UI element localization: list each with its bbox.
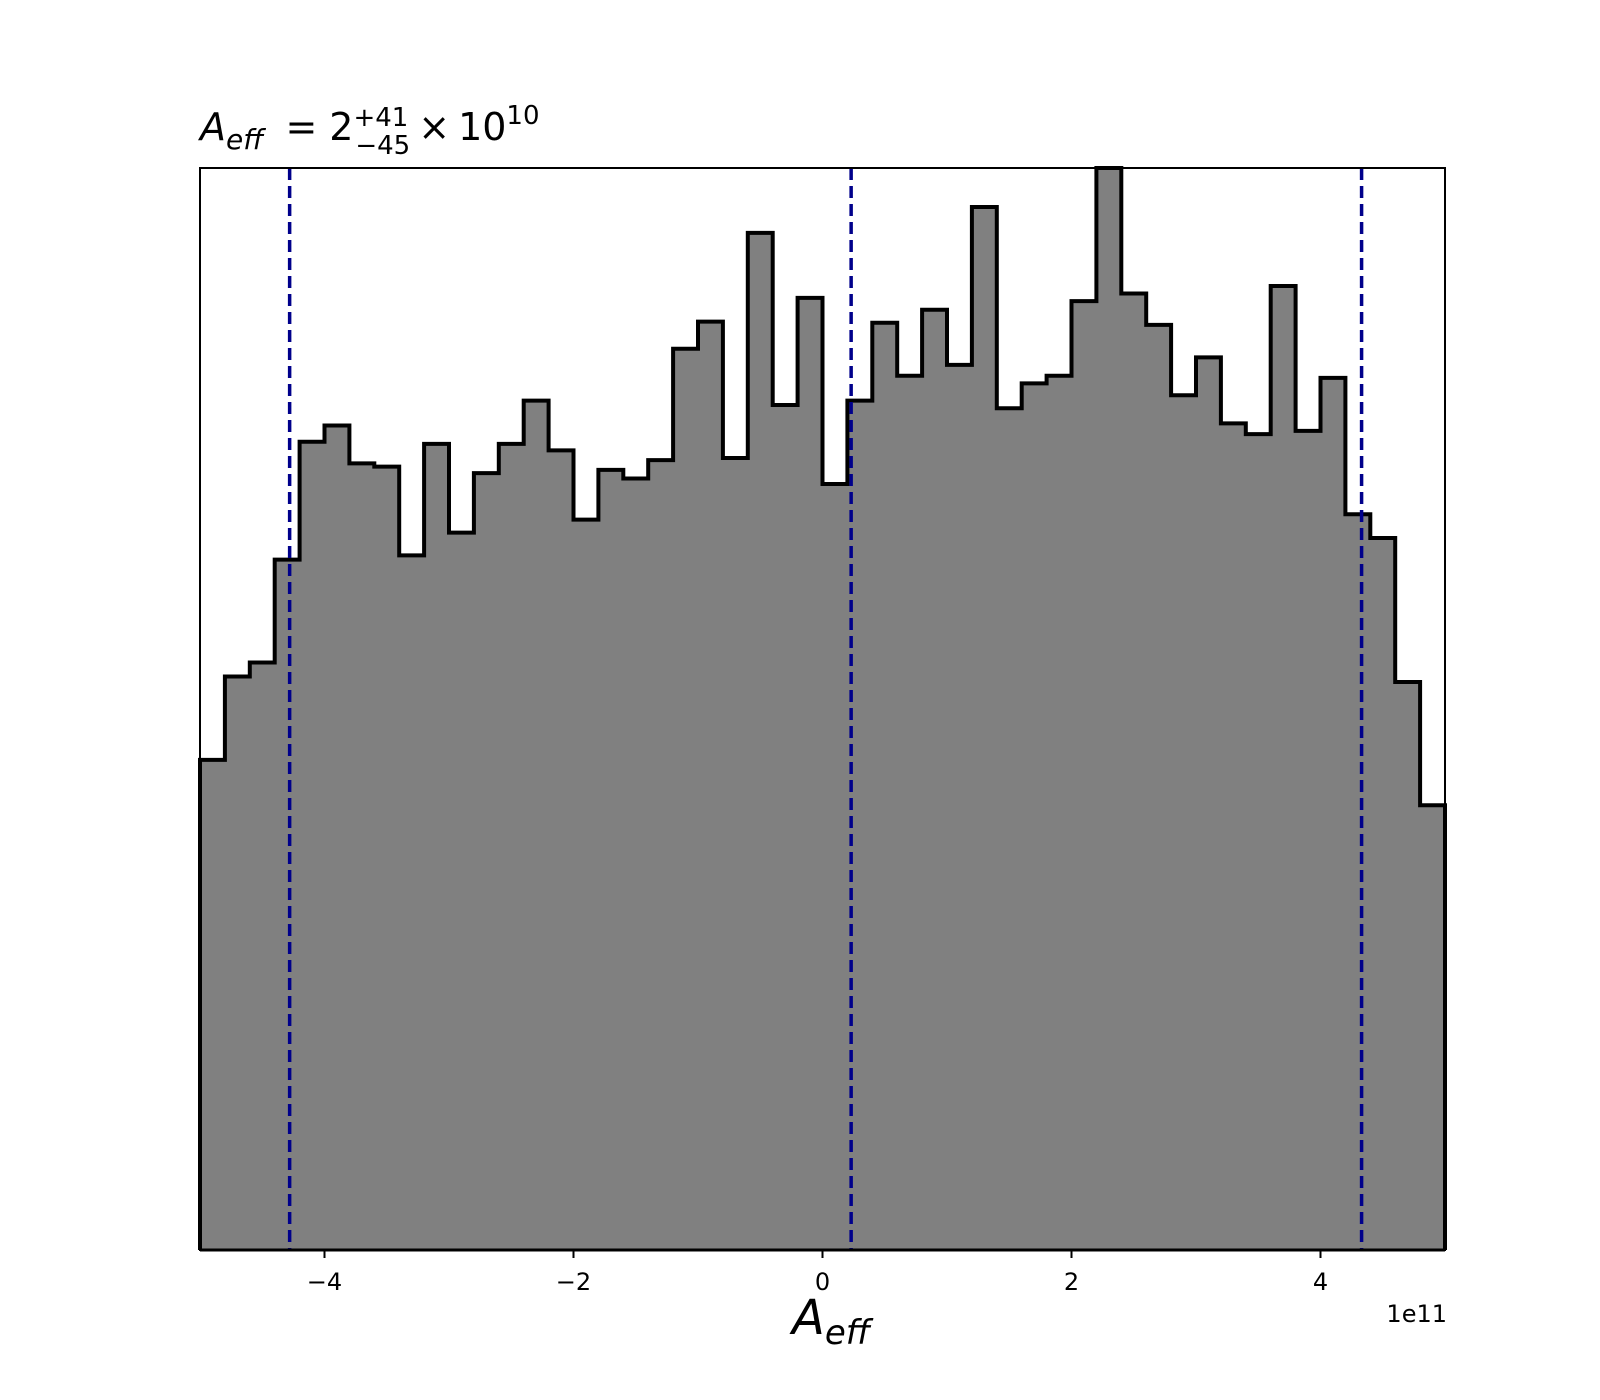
- histogram-bar: [324, 425, 350, 1250]
- title-symbol: A: [197, 105, 226, 149]
- x-tick-label: −2: [556, 1268, 591, 1296]
- plot-area: −4 −2 0 2 4: [198, 166, 1447, 1296]
- histogram-bar: [797, 297, 824, 1251]
- histogram-bar: [996, 408, 1023, 1251]
- histogram-bar: [772, 404, 799, 1250]
- histogram-bar: [623, 478, 649, 1250]
- x-axis-label: Aeff: [789, 1290, 874, 1353]
- histogram-bar: [947, 364, 973, 1250]
- histogram-bar: [1270, 285, 1297, 1250]
- histogram-bar: [573, 519, 599, 1250]
- histogram-bar: [1370, 538, 1396, 1250]
- histogram-bar: [224, 676, 251, 1250]
- histogram-bar: [897, 375, 923, 1250]
- histogram-bar: [374, 466, 400, 1251]
- histogram-bar: [1096, 168, 1122, 1250]
- histogram-bar: [971, 206, 998, 1250]
- histogram-bar: [1196, 357, 1222, 1251]
- histogram-bar: [299, 441, 326, 1251]
- chart-title: Aeff = 2+41 −45 × 1010: [197, 101, 540, 161]
- title-upper-error: +41: [353, 103, 408, 133]
- histogram-bar: [1345, 514, 1371, 1250]
- title-times: ×: [418, 105, 450, 149]
- histogram-bar: [698, 321, 724, 1250]
- x-tick-label: −4: [307, 1268, 342, 1296]
- histogram-bar: [822, 483, 848, 1251]
- title-equals: =: [285, 105, 317, 149]
- histogram-bar: [673, 348, 699, 1251]
- x-tick-label: 0: [815, 1268, 830, 1296]
- histogram-bar: [200, 759, 226, 1250]
- histogram-bar: [523, 400, 550, 1250]
- histogram-bar: [498, 443, 525, 1250]
- histogram-bar: [424, 443, 450, 1250]
- x-tick-label: 2: [1064, 1268, 1079, 1296]
- histogram-bar: [722, 457, 749, 1250]
- title-exponent: 10: [506, 101, 539, 131]
- histogram-step-outline: [198, 166, 1447, 1250]
- histogram-bar: [1320, 377, 1346, 1251]
- histogram-bar: [1295, 430, 1322, 1250]
- histogram-bar: [1420, 805, 1446, 1250]
- histogram-bar: [598, 469, 624, 1250]
- histogram-bar: [1121, 293, 1147, 1251]
- histogram-bar: [1395, 681, 1421, 1250]
- histogram-bar: [1245, 434, 1272, 1250]
- histogram-bar: [449, 532, 475, 1250]
- histogram-bar: [249, 662, 276, 1250]
- x-axis-label-subscript: eff: [825, 1313, 874, 1353]
- title-base: 10: [458, 105, 506, 149]
- histogram-bar: [473, 473, 500, 1250]
- title-median: 2: [329, 105, 353, 149]
- histogram-bar: [349, 463, 375, 1250]
- histogram-bar: [399, 555, 425, 1250]
- title-lower-error: −45: [355, 131, 410, 161]
- histogram-bar: [548, 450, 575, 1251]
- title-subscript: eff: [226, 123, 266, 156]
- histogram-bar: [1171, 395, 1197, 1251]
- histogram-bar: [1071, 301, 1097, 1250]
- histogram-bar: [872, 322, 898, 1250]
- histogram-bar: [648, 460, 674, 1250]
- histogram-bar: [1146, 324, 1172, 1250]
- x-axis-offset-label: 1e11: [1386, 1300, 1447, 1328]
- x-axis-label-symbol: A: [789, 1290, 825, 1346]
- histogram-bar: [1021, 383, 1048, 1250]
- histogram-bar: [922, 309, 948, 1250]
- histogram-bar: [747, 232, 774, 1251]
- histogram-bar: [274, 559, 301, 1250]
- histogram-bar: [1046, 375, 1073, 1250]
- histogram-bar: [1220, 423, 1247, 1250]
- x-tick-label: 4: [1313, 1268, 1328, 1296]
